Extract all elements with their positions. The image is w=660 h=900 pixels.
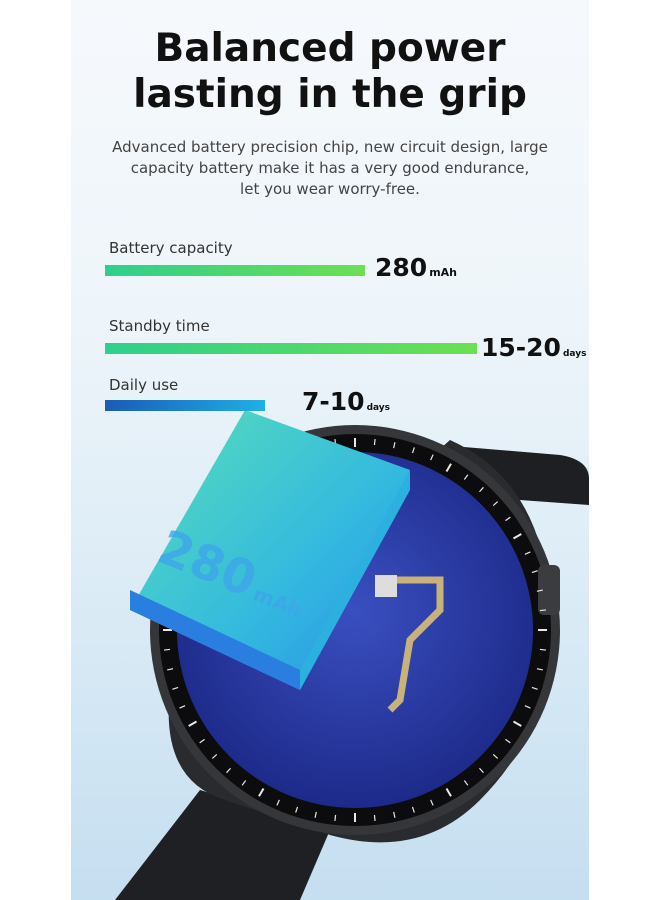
daily-use-value: 7-10 days [302, 387, 390, 416]
bezel-tick [524, 705, 531, 709]
bezel-tick [334, 814, 337, 822]
standby-time-label: Standby time [109, 317, 210, 335]
battery-capacity-label: Battery capacity [109, 239, 233, 257]
standby-time-value: 15-20 days [481, 333, 586, 362]
bezel-tick [163, 648, 171, 651]
subtitle: Advanced battery precision chip, new cir… [0, 137, 660, 200]
battery-capacity-unit: mAh [429, 266, 457, 279]
bezel-tick [314, 811, 317, 818]
bezel-tick [211, 754, 218, 759]
bezel-tick [492, 501, 499, 506]
bezel-tick [172, 686, 179, 690]
bezel-tick [536, 589, 543, 592]
bezel-tick [492, 754, 499, 759]
battery-capacity-bar [105, 265, 366, 276]
bezel-tick [445, 787, 452, 797]
bezel-tick [524, 551, 531, 555]
bezel-tick [505, 516, 511, 522]
subtitle-line-3: let you wear worry-free. [240, 180, 420, 198]
bezel-tick [373, 438, 376, 446]
bezel-tick [512, 720, 522, 727]
bezel-tick [430, 799, 434, 806]
daily-use-unit: days [366, 403, 391, 413]
bezel-tick [179, 705, 186, 709]
bezel-tick [258, 787, 265, 797]
bezel-tick [241, 780, 247, 786]
bezel-tick [188, 720, 198, 727]
battery-illustration [130, 410, 410, 690]
title-line-2: lasting in the grip [133, 72, 527, 117]
bezel-tick [373, 814, 376, 822]
bezel-tick [536, 668, 543, 671]
bezel-tick [411, 806, 415, 813]
bezel-tick [512, 533, 522, 540]
bezel-tick [393, 442, 396, 449]
battery-capacity-value: 280 mAh [375, 253, 457, 282]
chip [375, 575, 397, 597]
bezel-tick [393, 811, 396, 818]
bezel-tick [479, 767, 484, 774]
watch-crown [538, 565, 560, 615]
bezel-tick [539, 609, 547, 612]
bezel-tick [505, 738, 511, 744]
daily-use-bar [105, 400, 265, 411]
daily-use-label: Daily use [109, 376, 179, 394]
standby-time-bar [105, 343, 477, 354]
bezel-tick [167, 668, 174, 671]
bezel-tick [539, 648, 547, 651]
bezel-tick [411, 447, 415, 454]
bezel-tick [226, 767, 231, 774]
bezel-tick [295, 806, 299, 813]
standby-time-number: 15-20 [481, 333, 561, 362]
bezel-tick [199, 738, 205, 744]
daily-use-number: 7-10 [302, 387, 365, 416]
battery-capacity-number: 280 [375, 253, 428, 282]
page-title: Balanced power lasting in the grip [0, 26, 660, 118]
battery-capacity-mark: 280mAh [151, 519, 315, 629]
bezel-tick [531, 686, 538, 690]
bezel-tick [276, 799, 280, 806]
subtitle-line-1: Advanced battery precision chip, new cir… [112, 138, 548, 156]
bezel-tick [479, 486, 484, 493]
bezel-tick [463, 474, 469, 480]
circuit-flex [380, 576, 444, 713]
subtitle-line-2: capacity battery make it has a very good… [130, 159, 530, 177]
bezel-tick [445, 463, 452, 473]
standby-time-unit: days [562, 349, 587, 359]
title-line-1: Balanced power [154, 26, 506, 71]
bezel-tick [531, 570, 538, 574]
bezel-tick [463, 780, 469, 786]
bezel-tick [430, 454, 434, 461]
